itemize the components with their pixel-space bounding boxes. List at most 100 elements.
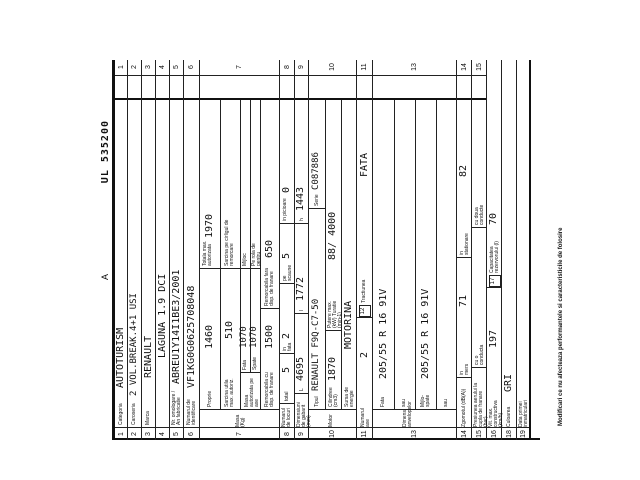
row-number: 2 [128, 427, 141, 440]
row-axe: 11 Numarul axe 2 12 Tractiunea FATA 11 [357, 59, 373, 440]
row-number: 11 [357, 427, 372, 440]
label: in picioare [282, 198, 288, 221]
zgomot-mers: 71 [458, 294, 469, 307]
row-locuri: 8 Numarul de locuri total 5 in fata 2 pe s… [280, 59, 295, 440]
label: Tractiunea [361, 279, 367, 303]
row-caroseria: 2 Caroseria 2 VOL.BREAK.4+1 USI 2 [128, 59, 142, 440]
row-number-right: 1 [115, 59, 127, 76]
label: Cilindree (cm3) [328, 387, 339, 407]
label: Culoarea [506, 406, 512, 427]
label: pe scaune [282, 264, 293, 281]
row-number: 5 [170, 427, 183, 440]
label: Caroseria [131, 403, 137, 425]
row-number-right: 14 [457, 59, 471, 76]
tractiune: FATA [359, 152, 370, 177]
row-number-right: 2 [128, 59, 141, 76]
serial-number: UL 535200 [100, 120, 111, 184]
row-viteza: 16 Vit. max. constructiva (km/h) 197 17 C… [487, 60, 504, 440]
row-number: 1 [115, 427, 127, 440]
row-categoria: 1 Categoria AUTOTURISM 1 [115, 59, 128, 440]
masa-spate: 1070 [249, 326, 259, 348]
row-zgomot: 14 Zgomotul (dB(A)) in mers 71 in station… [457, 59, 472, 440]
label: Nr. omologare / An fabricatie [171, 390, 182, 425]
remorcabila-cu-frana: 1500 [264, 324, 275, 349]
label: Data primei inmatriculari [518, 400, 529, 427]
label: in stationare [459, 233, 470, 255]
label: Remorcabila cu disp. de franare [264, 372, 275, 407]
row-number: 8 [280, 427, 294, 440]
modificari-note: Modificari ce nu afecteaza performantele… [558, 227, 564, 426]
row-masa: 7 Masa (Kg) Proprie 1460 Totala max. autor… [200, 59, 280, 440]
row-number: 16 [487, 427, 501, 440]
label: Mijlo- spate [420, 394, 431, 407]
row-number-right: 3 [142, 59, 155, 76]
lungime: 4695 [295, 356, 306, 381]
label: Numarul axe [360, 408, 371, 427]
label: l [299, 309, 305, 311]
masa-totala: 1970 [204, 213, 215, 238]
latime: 1772 [295, 276, 306, 301]
masa-fata: 1070 [239, 326, 249, 348]
value: ABREU1Y14I1BE3/2001 [171, 269, 182, 384]
culoare: GRI [503, 373, 514, 392]
numar-axe: 2 [359, 351, 370, 358]
row-vin: 6 Numarul de identificare VF1KG0G06257080… [184, 59, 200, 440]
label: sau [401, 398, 407, 407]
value: LAGUNA 1.9 DCI [157, 273, 168, 358]
label: Totala max. autorizata [202, 240, 213, 266]
label: Masa autorizata pe axe [244, 378, 260, 407]
putere-turatie: 88/ 4000 [327, 211, 338, 260]
value: VF1KG0G0625708048 [186, 285, 197, 388]
row-number: 19 [517, 427, 529, 440]
row-number-right: 8 [280, 59, 294, 76]
motor-serie: C087886 [311, 152, 321, 190]
row-number-right: 6 [184, 59, 199, 76]
locuri-fata: 2 [281, 332, 292, 339]
row-number: 9 [295, 427, 308, 440]
locuri-total: 5 [281, 366, 292, 373]
form-header: A UL 535200 [100, 60, 115, 440]
label: Masa (Kg) [235, 414, 246, 427]
label: Serie [314, 194, 320, 206]
viteza-max: 197 [488, 329, 499, 348]
label: Proprie [207, 390, 213, 407]
row-marca: 3 Marca RENAULT 3 [142, 59, 156, 440]
masa-proprie: 1460 [204, 324, 215, 349]
row-number: 10 [309, 427, 356, 440]
row-model: 4 LAGUNA 1.9 DCI 4 [156, 59, 170, 440]
row-motor: 10 Motor Tipul RENAULT F9Q-C7-50 Serie C087… [309, 59, 357, 440]
label: Numarul de locuri [281, 408, 292, 427]
inaltime: 1443 [295, 186, 306, 211]
label: total [284, 391, 290, 401]
row-data-inmatriculare: 19 Data primei inmatriculari [517, 60, 531, 440]
label: Dimens. anvelopelor [402, 401, 413, 427]
value: RENAULT [143, 335, 154, 378]
label: cu doua conducte [474, 204, 485, 225]
sursa-energie: MOTORINA [343, 300, 354, 349]
label: Capacitatea rezervorului (l) [489, 241, 500, 273]
row-number: 3 [142, 427, 155, 440]
row-culoare: 18 Culoarea GRI [502, 60, 517, 440]
label: Fata [380, 396, 386, 407]
anvelope-spate: 205/55 R 16 91V [420, 288, 431, 379]
remorcabila-fara-frana: 650 [264, 239, 275, 258]
label: Tipul [314, 396, 320, 407]
locuri-scaune: 5 [281, 252, 292, 259]
row-number-right: 7 [200, 59, 279, 76]
row-number: 14 [457, 427, 471, 440]
label: L [299, 388, 305, 391]
label: Numarul de identificare [186, 399, 197, 425]
row-number-right: 11 [357, 59, 372, 76]
row-number-right: 15 [472, 59, 486, 76]
label: Sarcina pe cirligul de remorcare [224, 219, 235, 266]
motor-tip: RENAULT F9Q-C7-50 [311, 298, 321, 391]
label: Zgomotul (dB(A)) [461, 388, 467, 427]
locuri-picioare: 0 [281, 186, 292, 193]
row-number: 13 [373, 427, 456, 440]
row-anvelope: 13 Dimens. anvelopelor Fata 205/55 R 16 9… [373, 59, 457, 440]
row-number: 7 [200, 427, 279, 440]
capacitate-rezervor: 70 [488, 212, 499, 225]
row-number-right: 5 [170, 59, 183, 76]
row-number-right: 9 [295, 59, 308, 76]
label: Spate [252, 356, 258, 370]
